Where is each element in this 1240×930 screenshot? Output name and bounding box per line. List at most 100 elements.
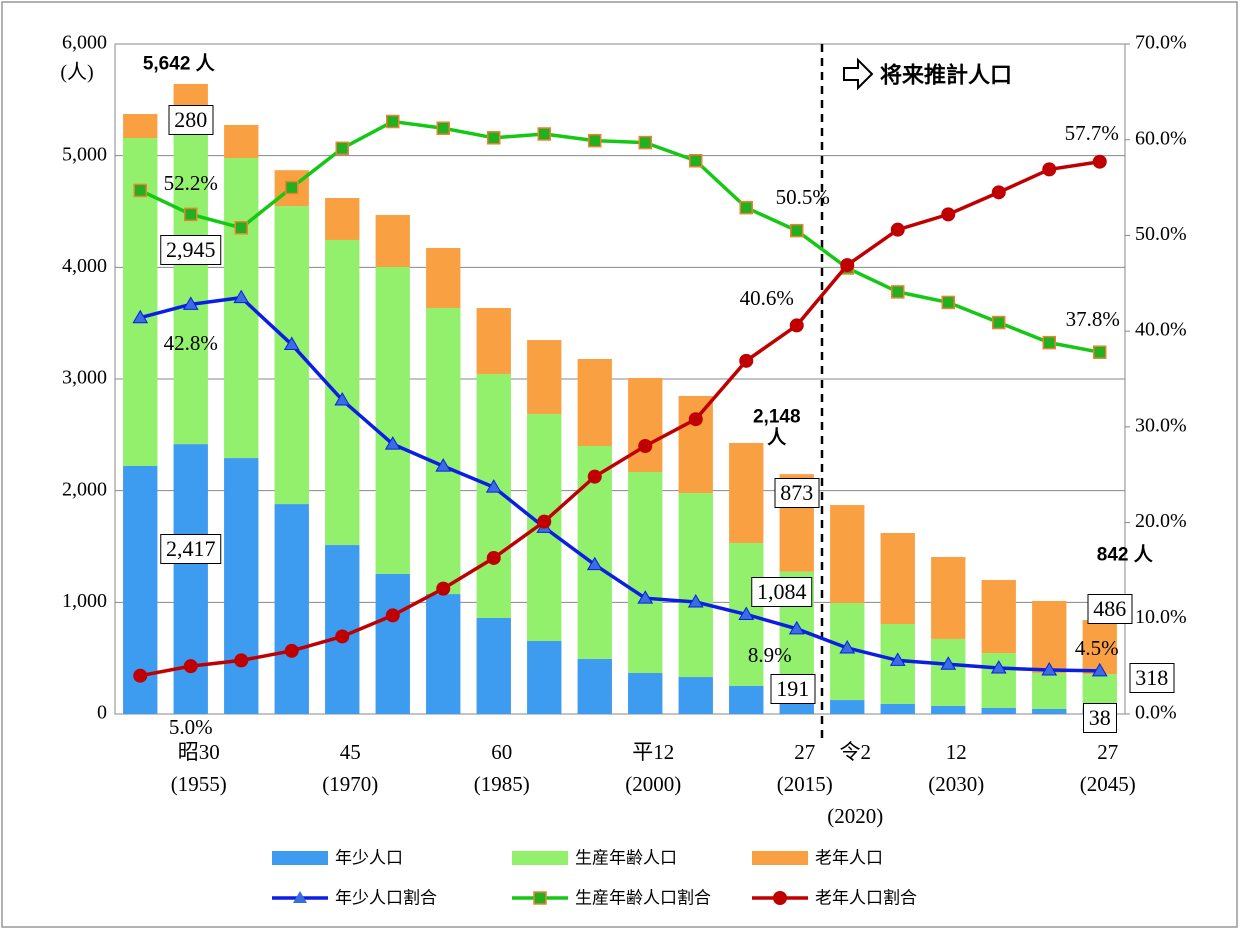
marker: [182, 296, 199, 310]
marker: [687, 594, 704, 608]
marker: [234, 221, 248, 235]
line: [139, 295, 1100, 673]
bar: [628, 673, 663, 714]
line: [139, 159, 1101, 678]
marker: [335, 629, 350, 644]
marker: [990, 660, 1007, 674]
y-tick-label: 0: [97, 702, 107, 724]
line-value-label: 50.5%: [775, 184, 830, 209]
marker: [183, 659, 198, 674]
marker: [283, 336, 300, 351]
total-label: 842 人: [1096, 544, 1153, 566]
marker: [285, 180, 299, 195]
legend-label: 老年人口割合: [815, 888, 917, 908]
marker: [941, 295, 955, 310]
bar: [426, 594, 461, 714]
line-value-label: 37.8%: [1065, 307, 1120, 332]
y-tick-label: 2,000: [62, 478, 107, 500]
marker: [487, 131, 501, 145]
bar: [224, 458, 259, 714]
legend-swatch: [752, 851, 808, 865]
bar: [375, 214, 410, 267]
y2-tick-label: 60.0%: [1135, 127, 1187, 149]
bar: [830, 505, 865, 604]
legend-label: 生産年齢人口割合: [575, 888, 711, 908]
bar: [628, 377, 663, 473]
y2-tick-label: 10.0%: [1135, 606, 1187, 628]
y2-tick-label: 30.0%: [1135, 414, 1187, 436]
y-tick-label: 3,000: [62, 367, 107, 389]
marker: [133, 668, 148, 683]
marker: [891, 285, 905, 299]
marker: [335, 141, 349, 156]
bar: [931, 556, 966, 639]
marker: [1042, 335, 1056, 350]
legend-label: 年少人口: [335, 848, 403, 868]
marker: [586, 556, 603, 571]
x-tick-label: 60 (1985): [473, 740, 530, 796]
bar-value-label: 2,417: [160, 534, 222, 565]
bar-value-label: 191: [770, 674, 816, 705]
y2-tick-label: 20.0%: [1135, 510, 1187, 532]
line-value-label: 42.8%: [163, 331, 218, 356]
bar: [880, 703, 915, 714]
bar: [729, 442, 764, 544]
bar: [931, 638, 966, 706]
marker: [588, 133, 602, 148]
y2-tick-label: 70.0%: [1135, 32, 1187, 54]
y-tick-label: 6,000: [62, 32, 107, 54]
bar-value-label: 873: [774, 477, 820, 508]
marker: [436, 581, 451, 596]
y-unit-label: (人): [60, 61, 93, 84]
legend-marker: [293, 891, 307, 903]
bar: [123, 114, 158, 139]
bar: [981, 580, 1016, 654]
marker: [739, 353, 754, 368]
marker: [184, 207, 198, 222]
bar: [476, 617, 511, 714]
line: [139, 119, 1101, 354]
bar: [1032, 673, 1067, 709]
marker: [940, 656, 957, 670]
marker: [991, 185, 1006, 200]
line-value-label: 52.2%: [163, 171, 218, 196]
marker: [537, 127, 551, 141]
marker: [234, 653, 249, 668]
y-tick-label: 1,000: [62, 590, 107, 612]
bar: [173, 115, 208, 445]
bar: [678, 493, 713, 678]
bar-value-label: 280: [168, 104, 214, 135]
bar: [375, 573, 410, 714]
marker: [637, 590, 654, 604]
legend-label: 年少人口割合: [335, 888, 437, 908]
line-value-label: 57.7%: [1064, 120, 1119, 145]
marker: [1042, 162, 1057, 177]
legend-label: 老年人口: [815, 848, 883, 868]
marker: [688, 412, 703, 427]
bar: [274, 504, 309, 714]
bar: [426, 248, 461, 308]
x-tick-label: 令2 (2020): [827, 740, 884, 828]
y2-tick-label: 0.0%: [1135, 702, 1177, 724]
x-tick-label: 昭30 (1955): [170, 740, 227, 796]
marker: [132, 309, 149, 324]
marker: [384, 436, 401, 450]
bar-value-label: 318: [1129, 663, 1175, 693]
x-tick-label: 平12 (2000): [625, 740, 682, 796]
marker: [1093, 345, 1107, 359]
bar: [325, 197, 360, 240]
annotation: 将来推計人口: [880, 62, 1013, 88]
marker: [941, 207, 956, 222]
bar: [224, 124, 259, 159]
legend-marker: [773, 891, 787, 905]
bar: [981, 707, 1016, 714]
line-value-label: 4.5%: [1074, 636, 1119, 661]
marker: [638, 439, 653, 453]
bar-value-label: 2,945: [160, 234, 222, 265]
bar: [880, 532, 915, 624]
marker: [840, 258, 855, 273]
marker: [284, 643, 299, 658]
marker: [435, 458, 452, 472]
